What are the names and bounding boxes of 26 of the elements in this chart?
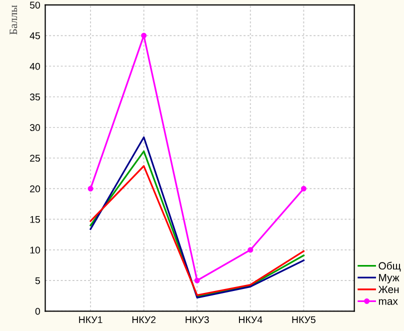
y-tick-label: 10 — [30, 246, 40, 254]
y-tick-label: 30 — [30, 124, 40, 132]
point — [248, 247, 254, 253]
y-tick-label: 25 — [30, 154, 40, 162]
y-tick-label: 0 — [35, 308, 40, 315]
y-tick-label: 40 — [30, 62, 40, 70]
point — [300, 186, 306, 192]
y-tick-label: 45 — [30, 32, 40, 40]
x-tick-label: НКУ1 — [79, 316, 102, 324]
y-tick-label: 15 — [30, 216, 40, 223]
x-tick-label: НКУ5 — [292, 316, 316, 324]
x-tick-label: НКУ3 — [186, 316, 209, 324]
y-tick-label: 5 — [35, 277, 40, 284]
y-axis-title: Баллы — [10, 5, 18, 35]
y-tick-label: 20 — [30, 185, 40, 192]
x-tick-label: НКУ4 — [239, 316, 262, 324]
y-tick-label: 50 — [30, 2, 40, 9]
legend-label: Жен — [378, 286, 399, 294]
y-tick-label: 35 — [30, 94, 40, 100]
point — [141, 32, 147, 38]
legend-label: max — [378, 299, 398, 305]
legend-label: Общ — [378, 262, 401, 272]
x-tick-label: НКУ2 — [132, 316, 156, 324]
point — [194, 278, 200, 284]
point — [88, 186, 94, 192]
legend-label: Муж — [379, 274, 400, 284]
